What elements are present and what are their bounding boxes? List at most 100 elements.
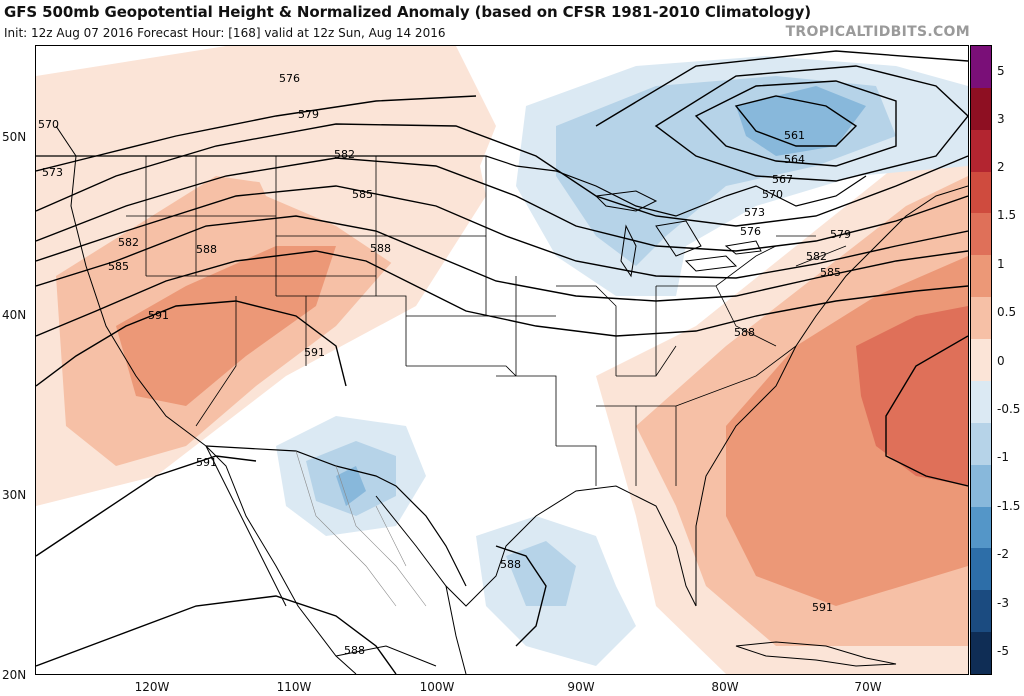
- cuba: [735, 641, 897, 667]
- contour-label-573-east: 573: [744, 206, 765, 219]
- colorbar-label: 1.5: [997, 208, 1017, 222]
- warm-anomaly-east-max: [856, 306, 968, 486]
- contour-591-west: [36, 300, 347, 387]
- contour-label-588-gulf: 588: [500, 558, 521, 571]
- contour-579: [36, 157, 968, 252]
- coastlines-and-borders: [36, 125, 968, 674]
- contour-label-567: 567: [772, 173, 793, 186]
- colorbar-segment: [971, 464, 991, 508]
- colorbar-segment: [971, 506, 991, 549]
- contour-label-564: 564: [784, 153, 805, 166]
- contour-573-west: [36, 95, 477, 172]
- colorbar-label: -2: [997, 547, 1009, 561]
- contour-label-588-east: 588: [734, 326, 755, 339]
- contour-label-582-west: 582: [118, 236, 139, 249]
- contour-label-591-central: 591: [304, 346, 325, 359]
- contour-585: [36, 215, 968, 302]
- lon-label-110w: 110W: [276, 680, 312, 694]
- contour-label-576: 576: [279, 72, 300, 85]
- brand-watermark: TROPICALTIDBITS.COM: [785, 24, 970, 40]
- colorbar-segment: [971, 171, 991, 214]
- colorbar-segment: [971, 422, 991, 466]
- init-forecast-info: Init: 12z Aug 07 2016 Forecast Hour: [16…: [4, 26, 446, 40]
- contour-582: [36, 185, 968, 279]
- contour-label-588-mexico: 588: [344, 644, 365, 657]
- contour-591-east: [885, 335, 968, 487]
- contour-label-591-sw: 591: [196, 456, 217, 469]
- contour-label-591-se: 591: [812, 601, 833, 614]
- colorbar-label: 3: [997, 112, 1005, 126]
- colorbar-label: 0.5: [997, 305, 1017, 319]
- pacific-coastline: [55, 125, 357, 674]
- colorbar-label: 2: [997, 160, 1005, 174]
- contour-label-585-east: 585: [820, 266, 841, 279]
- contour-label-579-east: 579: [830, 228, 851, 241]
- lon-label-100w: 100W: [419, 680, 455, 694]
- colorbar-segment: [971, 548, 991, 591]
- us-mexico-border: [205, 445, 467, 587]
- contour-label-576-east: 576: [740, 225, 761, 238]
- contour-label-582: 582: [334, 148, 355, 161]
- contour-label-570-east: 570: [762, 188, 783, 201]
- contour-567: [654, 65, 968, 182]
- colorbar-segment: [971, 255, 991, 298]
- contour-label-561: 561: [784, 129, 805, 142]
- cold-anomaly-lakes-strong: [736, 86, 866, 156]
- anomaly-shading: [36, 46, 968, 674]
- lat-label-20n: 20N: [2, 668, 27, 682]
- colorbar-label: -1: [997, 450, 1009, 464]
- colorbar-segment: [971, 380, 991, 424]
- contour-564: [694, 80, 897, 167]
- contour-label-570: 570: [38, 118, 59, 131]
- contour-label-591: 591: [148, 309, 169, 322]
- atlantic-coastline: [695, 185, 968, 606]
- lon-label-90w: 90W: [567, 680, 595, 694]
- contour-label-573: 573: [42, 166, 63, 179]
- colorbar-label: 5: [997, 64, 1005, 78]
- cold-anomaly-southwest-strong: [336, 466, 366, 506]
- contour-591-bottom: [36, 595, 397, 674]
- colorbar-label: -0.5: [997, 402, 1021, 416]
- height-contours: [36, 50, 968, 674]
- anomaly-colorbar: [970, 45, 992, 675]
- colorbar-label: -3: [997, 596, 1009, 610]
- contour-588-gulf: [495, 545, 547, 647]
- colorbar-segment: [971, 590, 991, 633]
- contour-label-585: 585: [352, 188, 373, 201]
- contour-label-585-west: 585: [108, 260, 129, 273]
- colorbar-segment: [971, 87, 991, 131]
- contour-570: [595, 50, 968, 127]
- contour-576: [36, 123, 968, 227]
- map-panel: 576 579 582 585 588 591 570 573 561 564 …: [35, 45, 969, 675]
- colorbar-label: 0: [997, 354, 1005, 368]
- colorbar-segment: [971, 213, 991, 256]
- colorbar-segment: [971, 129, 991, 173]
- mexico-coast: [335, 585, 467, 674]
- gulf-coastline: [375, 485, 697, 607]
- colorbar-label: 1: [997, 257, 1005, 271]
- contour-591-south: [36, 455, 257, 557]
- lat-label-30n: 30N: [2, 488, 27, 502]
- contour-label-582-east: 582: [806, 250, 827, 263]
- contour-label-588-central: 588: [370, 242, 391, 255]
- contour-label-588: 588: [196, 243, 217, 256]
- colorbar-segment: [971, 339, 991, 382]
- mexico-states: [295, 450, 427, 607]
- contour-label-579: 579: [298, 108, 319, 121]
- lon-label-80w: 80W: [711, 680, 739, 694]
- colorbar-label: -5: [997, 644, 1009, 658]
- chart-title: GFS 500mb Geopotential Height & Normaliz…: [4, 3, 812, 21]
- warm-anomaly-west-strong: [116, 246, 336, 406]
- colorbar-label: -1.5: [997, 499, 1021, 513]
- contour-588: [36, 250, 968, 337]
- lon-label-120w: 120W: [134, 680, 170, 694]
- cold-anomaly-gulf-mid: [506, 541, 576, 606]
- contour-labels: 576 579 582 585 588 591 570 573 561 564 …: [38, 72, 851, 657]
- colorbar-segment: [971, 297, 991, 340]
- contour-561: [734, 95, 858, 147]
- baja-peninsula: [205, 445, 287, 607]
- map-svg: 576 579 582 585 588 591 570 573 561 564 …: [36, 46, 968, 674]
- lat-label-40n: 40N: [2, 308, 27, 322]
- great-lakes: [594, 190, 762, 278]
- colorbar-segment: [971, 632, 991, 675]
